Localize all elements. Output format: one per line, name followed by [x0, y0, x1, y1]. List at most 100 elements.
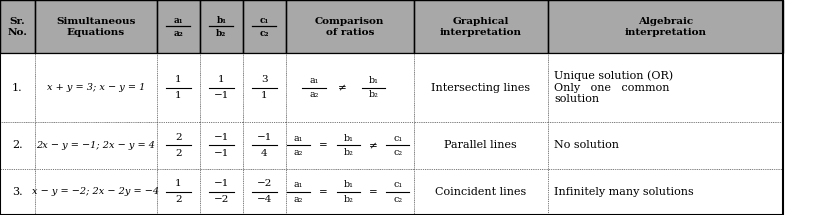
Text: Algebraic: Algebraic — [638, 17, 693, 26]
Text: Graphical: Graphical — [453, 17, 509, 26]
Text: −2: −2 — [257, 179, 272, 188]
Bar — [0, 53, 35, 122]
Bar — [548, 53, 783, 122]
Text: a₁: a₁ — [309, 76, 319, 85]
Text: Intersecting lines: Intersecting lines — [431, 83, 530, 92]
Text: solution: solution — [554, 94, 600, 104]
Text: Parallel lines: Parallel lines — [444, 140, 517, 150]
Text: −2: −2 — [214, 195, 229, 204]
Bar — [243, 53, 286, 122]
Bar — [200, 122, 243, 169]
Text: −1: −1 — [214, 179, 229, 188]
Text: Simultaneous: Simultaneous — [56, 17, 135, 26]
Text: =: = — [319, 187, 328, 197]
Bar — [548, 0, 783, 53]
Bar — [157, 0, 200, 53]
Bar — [0, 0, 35, 53]
Bar — [157, 169, 200, 215]
Text: a₁: a₁ — [294, 180, 303, 189]
Text: b₂: b₂ — [368, 90, 378, 99]
Bar — [200, 53, 243, 122]
Text: −1: −1 — [257, 133, 272, 142]
Bar — [286, 122, 414, 169]
Text: c₁: c₁ — [393, 180, 402, 189]
Bar — [414, 122, 548, 169]
Bar — [157, 0, 200, 53]
Text: b₁: b₁ — [216, 16, 226, 25]
Text: c₁: c₁ — [393, 134, 402, 143]
Text: x − y = −2; 2x − 2y = −4: x − y = −2; 2x − 2y = −4 — [32, 187, 159, 196]
Text: 1: 1 — [261, 91, 268, 100]
Text: interpretation: interpretation — [439, 28, 522, 37]
Bar — [200, 0, 243, 53]
Bar — [243, 0, 286, 53]
Text: b₁: b₁ — [344, 134, 353, 143]
Text: Only   one   common: Only one common — [554, 83, 670, 92]
Bar — [35, 169, 157, 215]
Text: =: = — [319, 140, 328, 150]
Text: Unique solution (OR): Unique solution (OR) — [554, 70, 673, 81]
Text: ≠: ≠ — [368, 140, 377, 150]
Text: 1: 1 — [175, 75, 182, 84]
Text: a₂: a₂ — [309, 90, 319, 99]
Bar — [286, 0, 414, 53]
Text: b₂: b₂ — [216, 29, 226, 38]
Text: interpretation: interpretation — [624, 28, 706, 37]
Text: c₁: c₁ — [259, 16, 269, 25]
Text: a₁: a₁ — [173, 16, 183, 25]
Text: No.: No. — [7, 28, 27, 37]
Text: −1: −1 — [214, 149, 229, 158]
Text: 1: 1 — [175, 179, 182, 188]
Bar — [414, 169, 548, 215]
Text: −4: −4 — [257, 195, 272, 204]
Text: x + y = 3; x − y = 1: x + y = 3; x − y = 1 — [46, 83, 145, 92]
Text: −1: −1 — [214, 91, 229, 100]
Bar — [243, 122, 286, 169]
Text: 4: 4 — [261, 149, 268, 158]
Text: ≠: ≠ — [338, 83, 346, 92]
Text: 1: 1 — [218, 75, 225, 84]
Bar — [200, 169, 243, 215]
Text: 2: 2 — [175, 149, 182, 158]
Text: 2x − y = −1; 2x − y = 4: 2x − y = −1; 2x − y = 4 — [36, 141, 155, 150]
Text: 2: 2 — [175, 195, 182, 204]
Bar — [286, 0, 414, 53]
Bar — [548, 169, 783, 215]
Bar — [157, 122, 200, 169]
Bar — [0, 0, 35, 53]
Text: c₂: c₂ — [259, 29, 269, 38]
Bar — [548, 122, 783, 169]
Bar — [35, 122, 157, 169]
Bar — [414, 0, 548, 53]
Text: Infinitely many solutions: Infinitely many solutions — [554, 187, 694, 197]
Text: b₁: b₁ — [368, 76, 378, 85]
Text: 2.: 2. — [12, 140, 22, 150]
Text: Comparison: Comparison — [316, 17, 384, 26]
Text: Coincident lines: Coincident lines — [435, 187, 526, 197]
Text: b₂: b₂ — [344, 148, 353, 157]
Text: Sr.: Sr. — [9, 17, 26, 26]
Bar — [200, 0, 243, 53]
Text: a₂: a₂ — [294, 148, 303, 157]
Text: c₂: c₂ — [393, 148, 402, 157]
Text: a₂: a₂ — [173, 29, 183, 38]
Text: Equations: Equations — [67, 28, 125, 37]
Bar — [243, 0, 286, 53]
Text: c₂: c₂ — [393, 195, 402, 204]
Text: 3: 3 — [261, 75, 268, 84]
Bar — [414, 53, 548, 122]
Text: −1: −1 — [214, 133, 229, 142]
Text: a₂: a₂ — [294, 195, 303, 204]
Text: of ratios: of ratios — [325, 28, 374, 37]
Bar — [35, 53, 157, 122]
Text: 2: 2 — [175, 133, 182, 142]
Text: =: = — [368, 187, 377, 197]
Text: No solution: No solution — [554, 140, 620, 150]
Bar — [414, 0, 548, 53]
Bar — [0, 169, 35, 215]
Text: 1: 1 — [175, 91, 182, 100]
Bar — [35, 0, 157, 53]
Bar — [0, 122, 35, 169]
Bar — [157, 53, 200, 122]
Bar — [286, 53, 414, 122]
